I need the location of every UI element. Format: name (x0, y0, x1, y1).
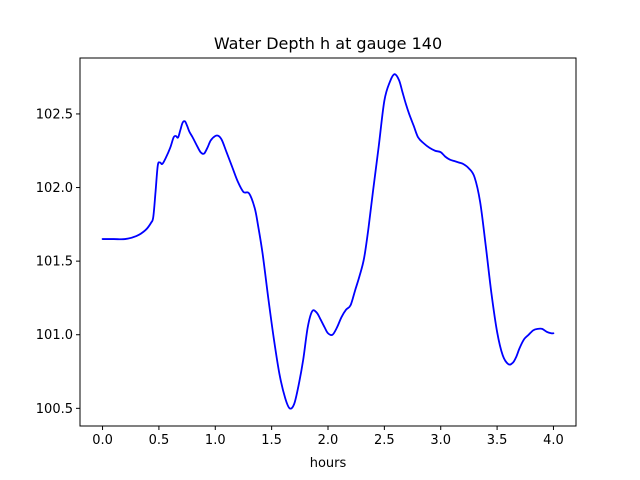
y-tick-label: 101.5 (36, 255, 73, 270)
y-tick-label: 101.0 (36, 328, 73, 343)
x-axis: 0.0 0.5 1.0 1.5 2.0 2.5 3.0 3.5 4.0 (92, 426, 564, 448)
x-tick-label: 2.0 (318, 433, 339, 448)
x-tick-label: 3.0 (430, 433, 451, 448)
x-tick-label: 0.0 (92, 433, 113, 448)
x-tick-label: 2.5 (374, 433, 395, 448)
y-tick-label: 102.0 (36, 181, 73, 196)
series-line (101, 73, 555, 410)
plot-area (101, 73, 555, 410)
x-tick-label: 0.5 (149, 433, 170, 448)
x-tick-label: 3.5 (487, 433, 508, 448)
x-tick-label: 1.5 (261, 433, 282, 448)
y-tick-label: 102.5 (36, 107, 73, 122)
x-tick-label: 4.0 (543, 433, 564, 448)
y-axis: 100.5 101.0 101.5 102.0 102.5 (36, 107, 80, 417)
chart-title: Water Depth h at gauge 140 (214, 34, 442, 53)
x-tick-label: 1.0 (205, 433, 226, 448)
x-axis-label: hours (310, 456, 347, 471)
y-tick-label: 100.5 (36, 402, 73, 417)
